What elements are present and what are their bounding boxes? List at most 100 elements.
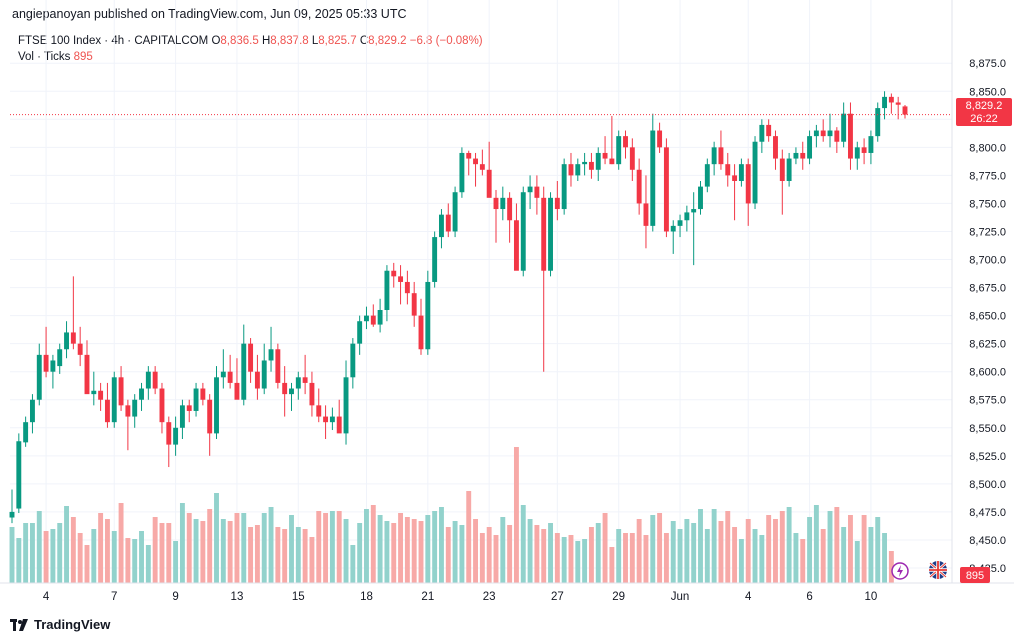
volume-bar bbox=[841, 527, 847, 583]
candle-body bbox=[479, 164, 485, 170]
candle-body bbox=[186, 405, 192, 411]
volume-bar bbox=[268, 507, 274, 583]
candle-body bbox=[616, 136, 622, 165]
candle-body bbox=[200, 388, 206, 400]
candle-body bbox=[623, 136, 628, 148]
candle-body bbox=[459, 152, 465, 193]
candle-body bbox=[588, 161, 594, 170]
lightning-icon[interactable] bbox=[891, 562, 909, 580]
candle-body bbox=[132, 399, 138, 417]
candle-body bbox=[554, 197, 560, 210]
candle-body bbox=[104, 399, 110, 423]
candle-body bbox=[827, 130, 833, 137]
candle-body bbox=[384, 270, 390, 310]
candle-body bbox=[275, 349, 281, 383]
volume-bar bbox=[657, 513, 663, 583]
volume-bar bbox=[820, 529, 826, 583]
candle-body bbox=[745, 164, 751, 204]
footer-brand[interactable]: TradingView bbox=[10, 617, 110, 632]
candle-body bbox=[609, 158, 615, 165]
candle-body bbox=[698, 186, 703, 210]
candle-body bbox=[670, 225, 676, 232]
candle-body bbox=[868, 136, 874, 153]
volume-bar bbox=[663, 533, 669, 583]
volume-bar bbox=[834, 507, 840, 583]
volume-bar bbox=[234, 513, 240, 583]
candle-body bbox=[207, 399, 213, 434]
price-tick-label: 8,600.0 bbox=[969, 367, 1006, 379]
candle-body bbox=[534, 186, 540, 198]
volume-bar bbox=[152, 517, 158, 583]
open-label: O bbox=[211, 35, 221, 47]
time-axis[interactable]: 4 7 9 13 15 18 21 23 27 29 Jun 4 6 10 bbox=[43, 591, 877, 603]
candle-body bbox=[582, 161, 588, 165]
candle-body bbox=[248, 343, 254, 372]
volume-bar bbox=[241, 513, 247, 583]
time-tick-label: 23 bbox=[483, 591, 496, 603]
candle-body bbox=[548, 197, 553, 271]
candle-body bbox=[732, 175, 738, 181]
volume-bar bbox=[179, 503, 185, 583]
price-tick-label: 8,675.0 bbox=[969, 283, 1006, 295]
volume-bar bbox=[568, 535, 574, 583]
volume-bar bbox=[807, 517, 813, 583]
candle-body bbox=[786, 158, 792, 181]
candle-body bbox=[473, 158, 478, 165]
candle-body bbox=[568, 164, 574, 176]
candle-body bbox=[684, 212, 690, 221]
volume-bar bbox=[595, 523, 601, 583]
candle-body bbox=[261, 360, 267, 389]
volume-bar bbox=[159, 523, 165, 583]
candle-body bbox=[691, 209, 697, 213]
candle-body bbox=[841, 113, 847, 142]
volume-bar bbox=[425, 515, 431, 583]
volume-bar bbox=[36, 511, 42, 583]
volume-bar bbox=[309, 537, 315, 583]
candle-body bbox=[520, 192, 526, 271]
volume-bar bbox=[248, 527, 254, 583]
candle-body bbox=[602, 152, 608, 159]
candle-body bbox=[650, 130, 656, 226]
candle-body bbox=[145, 371, 151, 389]
volume-bar bbox=[691, 523, 697, 583]
candle-body bbox=[663, 147, 669, 232]
volume-bar bbox=[439, 507, 444, 583]
time-tick-label: 18 bbox=[360, 591, 373, 603]
volume-bar bbox=[9, 527, 15, 583]
candle-body bbox=[23, 422, 29, 443]
candle-body bbox=[711, 147, 717, 165]
volume-bars bbox=[9, 447, 894, 583]
price-axis[interactable]: 8,875.08,850.08,825.08,800.08,775.08,750… bbox=[969, 58, 1006, 575]
price-tick-label: 8,775.0 bbox=[969, 170, 1006, 182]
volume-bar bbox=[718, 521, 724, 583]
volume-bar bbox=[868, 527, 874, 583]
candle-body bbox=[214, 377, 219, 434]
uk-flag-icon[interactable] bbox=[929, 561, 947, 579]
price-tick-label: 8,475.0 bbox=[969, 507, 1006, 519]
candle-body bbox=[309, 382, 315, 406]
candle-body bbox=[70, 332, 76, 344]
candle-body bbox=[84, 354, 90, 395]
volume-bar bbox=[350, 545, 356, 583]
symbol-label[interactable]: FTSE 100 Index · 4h · CAPITALCOM bbox=[18, 35, 209, 47]
volume-bar bbox=[173, 541, 179, 583]
candle-body bbox=[704, 164, 710, 187]
volume-label[interactable]: Vol · Ticks bbox=[18, 51, 71, 63]
price-tick-label: 8,850.0 bbox=[969, 86, 1006, 98]
volume-bar bbox=[623, 533, 628, 583]
candle-body bbox=[725, 164, 731, 176]
volume-bar bbox=[50, 529, 56, 583]
candle-body bbox=[813, 130, 819, 137]
volume-bar bbox=[282, 529, 288, 583]
candle-body bbox=[227, 371, 233, 383]
volume-bar bbox=[513, 447, 519, 583]
volume-bar bbox=[214, 493, 219, 583]
candle-body bbox=[152, 371, 158, 389]
candle-body bbox=[432, 237, 438, 282]
volume-bar bbox=[329, 511, 335, 583]
volume-bar bbox=[473, 519, 478, 583]
candle-body bbox=[350, 343, 356, 378]
volume-bar bbox=[738, 539, 744, 583]
volume-bar bbox=[677, 529, 683, 583]
